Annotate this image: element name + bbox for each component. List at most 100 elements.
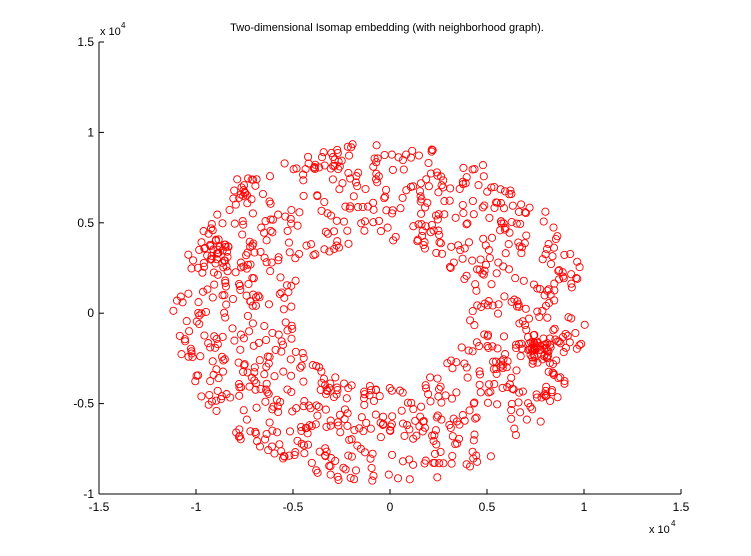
- data-point: [468, 256, 477, 265]
- data-point: [192, 371, 201, 380]
- data-point: [239, 191, 248, 200]
- data-point: [218, 219, 227, 228]
- data-point: [252, 175, 261, 184]
- data-point: [486, 452, 495, 461]
- data-point: [528, 346, 537, 355]
- data-point: [415, 187, 425, 196]
- data-point: [455, 184, 464, 193]
- data-point: [236, 330, 246, 339]
- y-tick-label: -1: [83, 487, 94, 501]
- data-point: [541, 386, 550, 395]
- data-point: [293, 221, 302, 230]
- data-point: [275, 440, 284, 449]
- data-point: [357, 413, 366, 422]
- data-point: [322, 447, 331, 456]
- data-point: [572, 344, 581, 353]
- data-point: [470, 321, 479, 330]
- data-point: [286, 355, 295, 364]
- data-point: [366, 386, 376, 395]
- data-point: [185, 327, 194, 336]
- data-point: [314, 402, 323, 411]
- data-point: [362, 418, 371, 427]
- data-point: [258, 189, 268, 199]
- data-point: [544, 351, 553, 360]
- data-point: [206, 224, 216, 233]
- x-tick-label: -1: [191, 500, 202, 514]
- data-point: [459, 163, 468, 172]
- data-point: [240, 360, 249, 369]
- data-point: [525, 203, 534, 212]
- data-point: [356, 444, 365, 453]
- data-point: [370, 154, 379, 163]
- data-point: [411, 416, 420, 425]
- data-point: [230, 219, 239, 228]
- data-point: [231, 268, 240, 277]
- data-point: [191, 377, 200, 386]
- data-point: [277, 347, 286, 356]
- data-point: [432, 413, 441, 422]
- data-point: [399, 165, 408, 174]
- data-point: [233, 175, 242, 184]
- data-point: [457, 343, 466, 352]
- data-point: [260, 370, 269, 379]
- data-point: [400, 431, 409, 440]
- data-point: [345, 151, 354, 160]
- data-point: [402, 186, 411, 195]
- data-point: [440, 197, 449, 206]
- data-point: [387, 386, 396, 395]
- data-point: [506, 186, 515, 195]
- data-point: [567, 283, 576, 292]
- data-point: [473, 457, 482, 466]
- data-point: [521, 304, 530, 313]
- data-point: [405, 475, 414, 484]
- data-point: [470, 430, 479, 439]
- data-point: [389, 236, 398, 245]
- data-point: [478, 203, 487, 212]
- data-point: [323, 229, 332, 238]
- data-point: [336, 428, 345, 437]
- data-point: [571, 328, 580, 338]
- data-point: [538, 255, 547, 264]
- data-point: [473, 301, 482, 310]
- data-point: [341, 465, 350, 474]
- data-point: [553, 232, 562, 241]
- data-point: [287, 302, 296, 311]
- data-point: [242, 415, 251, 424]
- data-point: [222, 300, 231, 309]
- data-point: [545, 334, 554, 343]
- data-point: [283, 326, 292, 335]
- data-point: [470, 165, 479, 174]
- data-point: [291, 276, 300, 285]
- data-point: [184, 289, 193, 298]
- data-point: [302, 423, 311, 433]
- x-tick-label: 1: [581, 500, 588, 514]
- y-exponent-label: x 10 4: [100, 21, 126, 38]
- data-point: [547, 259, 556, 269]
- data-point: [350, 475, 359, 484]
- data-point: [350, 426, 359, 435]
- data-point: [169, 306, 178, 315]
- data-point: [550, 279, 559, 288]
- data-point: [299, 176, 308, 185]
- data-point: [447, 394, 457, 403]
- data-point: [385, 384, 394, 393]
- data-point: [496, 362, 505, 371]
- data-point: [184, 250, 193, 259]
- data-point: [546, 290, 555, 299]
- data-point: [549, 223, 558, 232]
- data-point: [463, 373, 472, 382]
- data-point: [396, 204, 405, 213]
- data-point: [242, 251, 251, 260]
- data-point: [195, 245, 204, 254]
- data-point: [239, 181, 249, 190]
- data-point: [361, 184, 370, 194]
- data-point: [418, 231, 427, 240]
- data-point: [550, 324, 559, 333]
- data-point: [437, 172, 446, 181]
- data-point: [290, 450, 299, 460]
- data-point: [500, 292, 509, 301]
- data-point: [283, 385, 292, 394]
- data-point: [358, 202, 367, 212]
- data-point: [458, 200, 467, 210]
- data-point: [549, 326, 558, 335]
